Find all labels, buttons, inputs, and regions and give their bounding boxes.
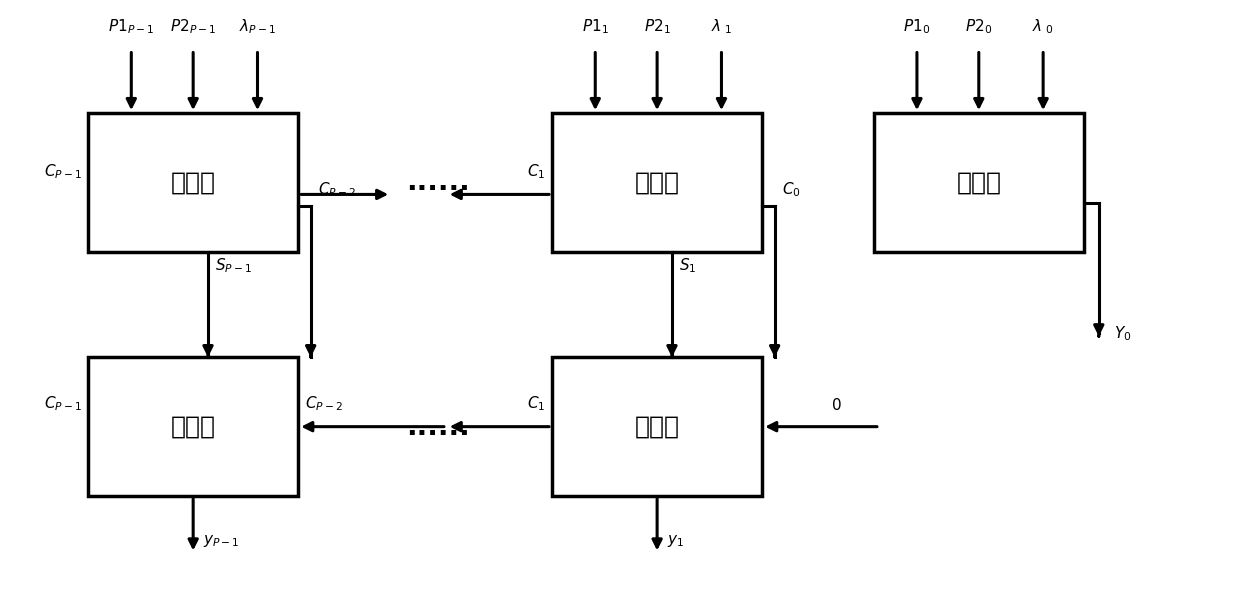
Text: 全加器: 全加器 <box>635 170 680 195</box>
Bar <box>874 113 1084 251</box>
Bar <box>552 358 763 496</box>
Bar <box>88 358 299 496</box>
Text: $C_{P-2}$: $C_{P-2}$ <box>319 181 356 199</box>
Text: $C_{P-2}$: $C_{P-2}$ <box>305 395 342 413</box>
Text: $C_{P-1}$: $C_{P-1}$ <box>43 162 82 181</box>
Text: $P2_{P-1}$: $P2_{P-1}$ <box>170 18 216 36</box>
Text: 全加器: 全加器 <box>171 170 216 195</box>
Text: $Y_0$: $Y_0$ <box>1114 324 1131 342</box>
Text: 全加器: 全加器 <box>956 170 1001 195</box>
Text: $C_1$: $C_1$ <box>527 395 546 413</box>
Text: $y_{P-1}$: $y_{P-1}$ <box>203 533 239 550</box>
Text: $\lambda_{P-1}$: $\lambda_{P-1}$ <box>239 18 277 36</box>
Text: ......: ...... <box>407 168 470 196</box>
Text: $P2_1$: $P2_1$ <box>644 18 671 36</box>
Text: $C_0$: $C_0$ <box>782 181 801 199</box>
Bar <box>552 113 763 251</box>
Text: $S_{P-1}$: $S_{P-1}$ <box>216 256 253 275</box>
Text: $C_1$: $C_1$ <box>527 162 546 181</box>
Text: $\lambda_{\ 0}$: $\lambda_{\ 0}$ <box>1033 18 1054 36</box>
Bar <box>88 113 299 251</box>
Text: $C_{P-1}$: $C_{P-1}$ <box>43 395 82 413</box>
Text: $P1_{P-1}$: $P1_{P-1}$ <box>108 18 155 36</box>
Text: $S_1$: $S_1$ <box>680 256 697 275</box>
Text: ......: ...... <box>407 413 470 441</box>
Text: 全加器: 全加器 <box>635 415 680 439</box>
Text: 全加器: 全加器 <box>171 415 216 439</box>
Text: $P1_1$: $P1_1$ <box>582 18 609 36</box>
Text: $0$: $0$ <box>831 398 842 413</box>
Text: $y_1$: $y_1$ <box>667 533 684 550</box>
Text: $P1_0$: $P1_0$ <box>904 18 930 36</box>
Text: $P2_0$: $P2_0$ <box>965 18 992 36</box>
Text: $\lambda_{\ 1}$: $\lambda_{\ 1}$ <box>711 18 732 36</box>
